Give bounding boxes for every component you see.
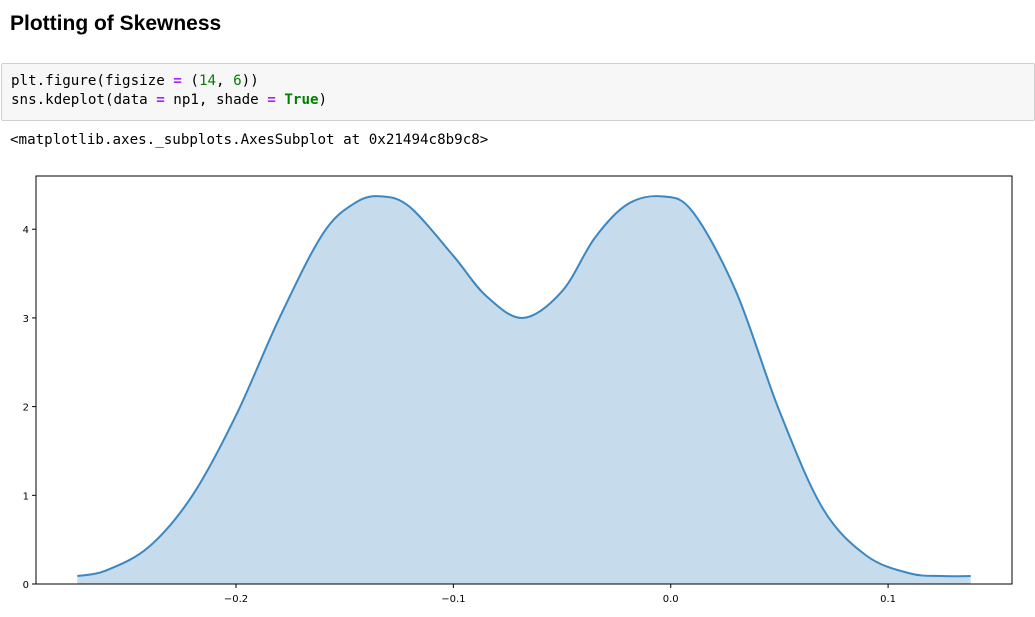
kde-shaded-area xyxy=(77,196,971,584)
code-line-2[interactable]: sns.kdeplot(data = np1, shade = True) xyxy=(11,92,328,108)
y-tick-label: 3 xyxy=(23,314,29,325)
y-tick-label: 4 xyxy=(23,225,29,236)
y-tick-label: 2 xyxy=(23,403,29,414)
code-line-1[interactable]: plt.figure(figsize = (14, 6)) xyxy=(11,73,259,89)
section-heading: Plotting of Skewness xyxy=(10,12,222,35)
code-input-cell[interactable]: plt.figure(figsize = (14, 6)) sns.kdeplo… xyxy=(1,63,1035,121)
kde-plot: −0.2 −0.1 0.0 0.1 0 1 2 3 4 xyxy=(23,175,1013,605)
y-tick-label: 1 xyxy=(23,491,29,502)
axes-frame xyxy=(35,175,1013,585)
cell-output-text: <matplotlib.axes._subplots.AxesSubplot a… xyxy=(10,132,489,148)
x-tick-label: −0.2 xyxy=(224,594,248,605)
x-tick-label: 0.0 xyxy=(663,594,679,605)
x-tick-label: −0.1 xyxy=(441,594,465,605)
kde-line xyxy=(77,195,971,578)
x-tick-label: 0.1 xyxy=(880,594,896,605)
y-tick-label: 0 xyxy=(23,580,29,591)
